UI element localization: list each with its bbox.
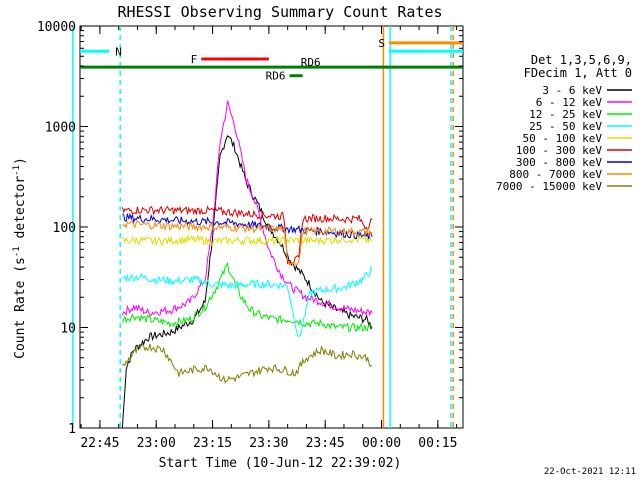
x-axis: 22:45 23:00 23:15 23:30 23:45 00:00 00:15 xyxy=(80,26,457,451)
x-tick-label: 22:45 xyxy=(80,436,119,451)
footer-date: 22-Oct-2021 12:11 xyxy=(544,467,636,477)
legend-label-6-12-kev: 6 - 12 keV xyxy=(536,96,603,109)
y-axis-label-sup1: -1 xyxy=(12,246,22,257)
x-tick-label: 23:45 xyxy=(306,436,345,451)
y-axis-label-end: ) xyxy=(13,157,28,165)
legend-label-7000-15000-kev: 7000 - 15000 keV xyxy=(496,180,602,193)
y-tick-label: 1000 xyxy=(45,121,76,136)
x-axis-label: Start Time (10-Jun-12 22:39:02) xyxy=(159,456,402,471)
x-tick-label: 23:15 xyxy=(193,436,232,451)
vertical-markers xyxy=(72,26,454,428)
series-6-12-kev xyxy=(121,100,373,317)
x-tick-label: 23:30 xyxy=(249,436,288,451)
legend-header-line-1: Det 1,3,5,6,9, xyxy=(531,53,632,67)
attenuator-bar-label: RD6 xyxy=(266,70,286,83)
attenuator-bar-label: RD6 xyxy=(301,56,321,69)
legend-label-25-50-kev: 25 - 50 keV xyxy=(529,120,602,133)
x-tick-label: 23:00 xyxy=(137,436,176,451)
series-3-6-kev xyxy=(121,135,373,429)
saa-bar-label: S xyxy=(378,37,385,50)
y-tick-label: 1 xyxy=(68,422,76,437)
y-axis: 1 10 100 1000 10000 xyxy=(37,20,463,437)
legend-label-100-300-kev: 100 - 300 keV xyxy=(516,144,602,157)
series-100-300-kev xyxy=(121,205,373,265)
y-axis-label-sup2: -1 xyxy=(12,165,22,176)
attenuator-bar-label: F xyxy=(191,53,198,66)
legend-label-800-7000-kev: 800 - 7000 keV xyxy=(509,168,602,181)
plot-area: F RD6 RD6 N S xyxy=(72,25,464,429)
night-bar-label: N xyxy=(115,45,122,58)
y-tick-label: 100 xyxy=(53,221,76,236)
series-800-7000-kev xyxy=(122,220,373,267)
legend-label-300-800-kev: 300 - 800 keV xyxy=(516,156,602,169)
series-layer xyxy=(121,100,373,429)
y-axis-label: Count Rate (s-1 detector-1) xyxy=(12,157,28,359)
legend: Det 1,3,5,6,9, FDecim 1, Att 0 3 - 6 keV… xyxy=(496,53,632,193)
y-axis-label-mid: detector xyxy=(13,176,28,247)
chart-title: RHESSI Observing Summary Count Rates xyxy=(117,3,442,21)
y-tick-label: 10000 xyxy=(37,20,76,35)
x-tick-label: 00:00 xyxy=(362,436,401,451)
legend-header-line-2: FDecim 1, Att 0 xyxy=(524,66,632,80)
y-axis-label-main: Count Rate (s xyxy=(13,257,28,359)
series-50-100-kev xyxy=(122,233,373,247)
y-tick-label: 10 xyxy=(60,322,76,337)
attenuator-bars: F RD6 RD6 N S xyxy=(80,37,463,83)
series-7000-15000-kev xyxy=(122,343,373,384)
legend-label-12-25-kev: 12 - 25 keV xyxy=(529,108,602,121)
series-25-50-kev xyxy=(122,265,373,337)
legend-label-3-6-kev: 3 - 6 keV xyxy=(542,84,602,97)
x-tick-label: 00:15 xyxy=(418,436,457,451)
legend-label-50-100-kev: 50 - 100 keV xyxy=(523,132,603,145)
series-300-800-kev xyxy=(122,212,373,240)
series-12-25-kev xyxy=(121,261,373,333)
